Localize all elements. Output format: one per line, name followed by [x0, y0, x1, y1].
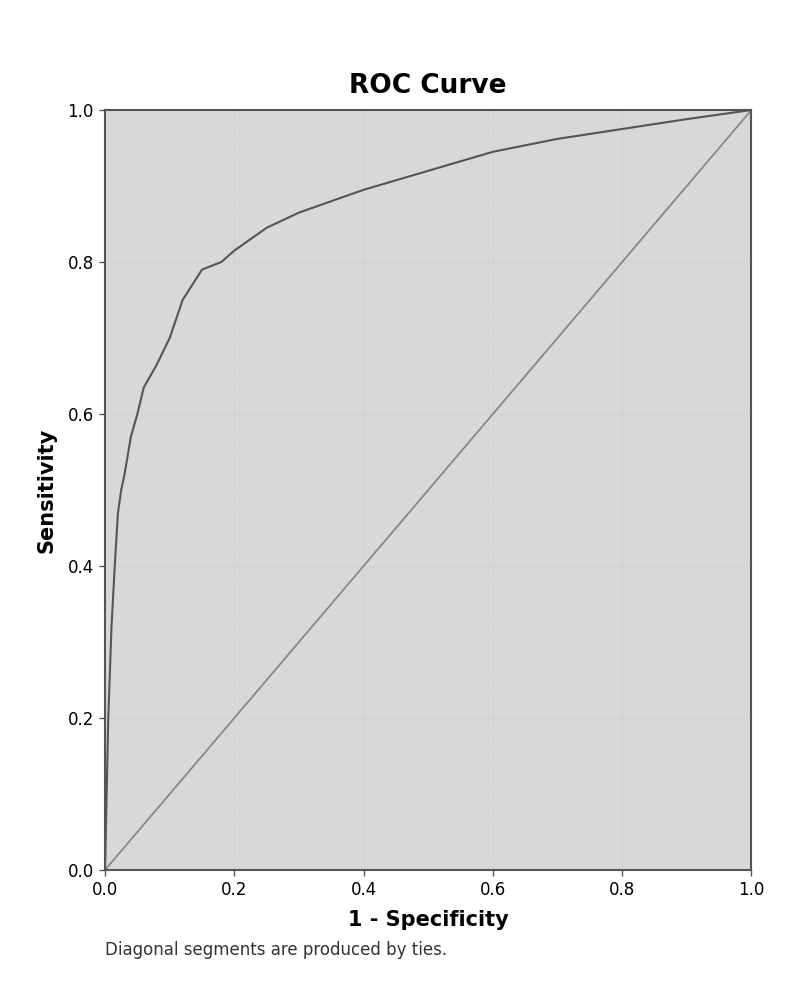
Y-axis label: Sensitivity: Sensitivity	[36, 427, 57, 553]
X-axis label: 1 - Specificity: 1 - Specificity	[348, 910, 508, 930]
Title: ROC Curve: ROC Curve	[350, 73, 507, 99]
Text: Diagonal segments are produced by ties.: Diagonal segments are produced by ties.	[105, 941, 447, 959]
